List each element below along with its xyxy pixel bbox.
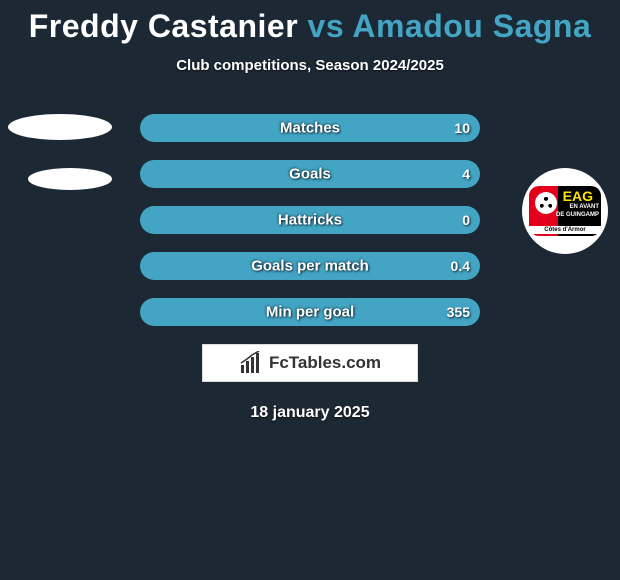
player1-name: Freddy Castanier: [29, 8, 298, 44]
p2-value: 0: [462, 212, 470, 228]
player2-club-badge: EAG EN AVANT DE GUINGAMP Côtes d'Armor: [522, 168, 608, 254]
root: Freddy Castanier vs Amadou Sagna Club co…: [0, 0, 620, 422]
footer-date: 18 january 2025: [0, 404, 620, 422]
badge-abbr: EAG: [563, 188, 593, 204]
stat-label: Min per goal: [266, 304, 354, 321]
p2-value: 4: [462, 166, 470, 182]
p2-value: 0.4: [451, 258, 470, 274]
page-title: Freddy Castanier vs Amadou Sagna: [0, 8, 620, 45]
vs-text: vs: [308, 8, 345, 44]
site-logo: FcTables.com: [202, 344, 418, 382]
stat-row: Goals 4: [140, 160, 480, 188]
subtitle: Club competitions, Season 2024/2025: [0, 57, 620, 74]
stat-row: Matches 10: [140, 114, 480, 142]
badge-line1: EN AVANT: [569, 204, 599, 210]
stat-label: Matches: [280, 120, 340, 137]
badge-line2: DE GUINGAMP: [556, 212, 599, 218]
comparison-panel: EAG EN AVANT DE GUINGAMP Côtes d'Armor M…: [0, 114, 620, 422]
player2-name: Amadou Sagna: [352, 8, 591, 44]
player1-club-placeholder: [28, 168, 112, 190]
triskelion-icon: [535, 192, 557, 214]
player1-photo-placeholder: [8, 114, 112, 140]
p2-value: 10: [454, 120, 470, 136]
stat-label: Hattricks: [278, 212, 342, 229]
stat-row: Hattricks 0: [140, 206, 480, 234]
eag-badge: EAG EN AVANT DE GUINGAMP Côtes d'Armor: [529, 186, 601, 236]
stat-row: Min per goal 355: [140, 298, 480, 326]
stat-label: Goals per match: [251, 258, 369, 275]
badge-line3: Côtes d'Armor: [529, 226, 601, 234]
chart-icon: [239, 351, 263, 375]
p2-value: 355: [447, 304, 470, 320]
stat-label: Goals: [289, 166, 331, 183]
site-name: FcTables.com: [269, 353, 381, 373]
stats-bars: Matches 10 Goals 4 Hattricks 0 Goals per match…: [140, 114, 480, 326]
stat-row: Goals per match 0.4: [140, 252, 480, 280]
